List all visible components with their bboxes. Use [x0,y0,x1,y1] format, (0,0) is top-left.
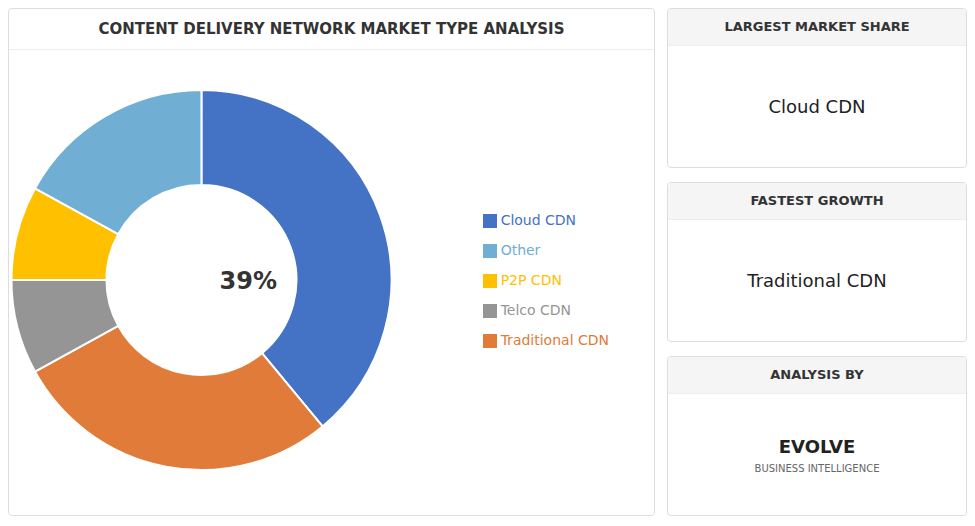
html-text:Cloud CDN: Cloud CDN [500,212,577,228]
html-text:CONTENT DELIVERY NETWORK MARKE: CONTENT DELIVERY NETWORK MARKET TYPE ANA… [98,20,565,38]
html-text:Traditional CDN: Traditional CDN [747,270,887,291]
html-text:Traditional CDN: Traditional CDN [500,332,609,348]
svg-text:39%: 39% [220,267,277,295]
html-text:EVOLVE: EVOLVE [778,435,856,457]
html-text:FASTEST GROWTH: FASTEST GROWTH [750,193,884,208]
html-text:BUSINESS INTELLIGENCE: BUSINESS INTELLIGENCE [754,462,880,474]
html-text:Telco CDN: Telco CDN [500,302,571,318]
html-text:Other: Other [500,242,541,258]
html-text:P2P CDN: P2P CDN [500,272,562,288]
html-text:LARGEST MARKET SHARE: LARGEST MARKET SHARE [724,19,910,34]
html-text:ANALYSIS BY: ANALYSIS BY [770,367,864,382]
html-text:Cloud CDN: Cloud CDN [768,96,866,117]
